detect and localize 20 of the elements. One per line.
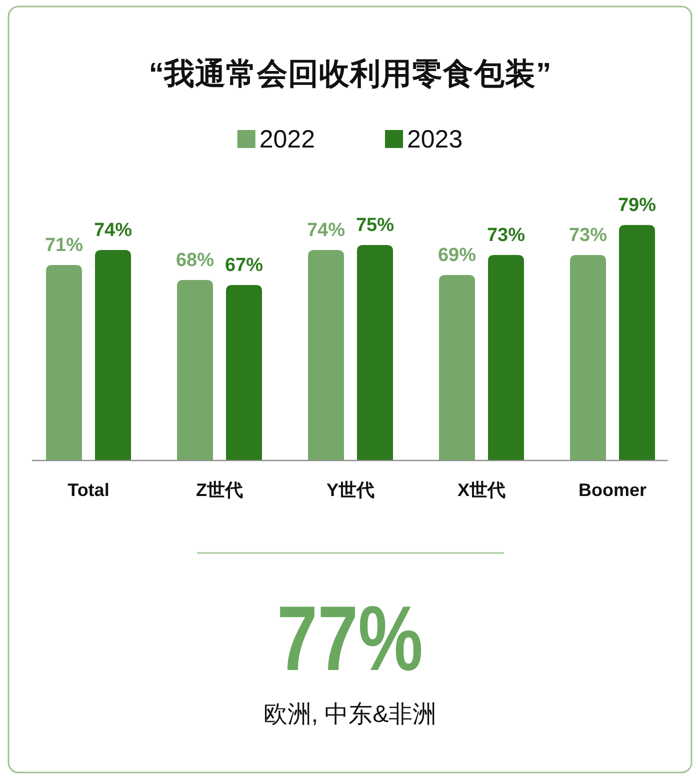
data-label: 67% [224,255,264,276]
data-label: 74% [306,220,346,241]
data-label: 73% [486,225,526,246]
x-tick-label: X世代 [457,480,506,500]
text: 77% [277,588,462,690]
x-tick-label: Y世代 [326,480,375,500]
data-label: 79% [618,195,656,216]
data-label: 71% [44,235,84,256]
chart-title: “我通常会回收利用零食包装” [148,57,552,91]
text: 欧洲, 中东&非洲 [263,701,437,728]
data-label: 73% [568,225,608,246]
legend-label: 2022 [259,126,315,154]
x-tick-label: Boomer [578,480,647,500]
x-tick-label: Z世代 [196,480,243,500]
x-tick-label: Total [68,480,110,500]
data-label: 69% [438,245,476,266]
data-label: 75% [356,215,394,236]
data-label: 74% [94,220,132,241]
legend-label: 2023 [407,126,463,154]
data-label: 68% [176,250,214,271]
